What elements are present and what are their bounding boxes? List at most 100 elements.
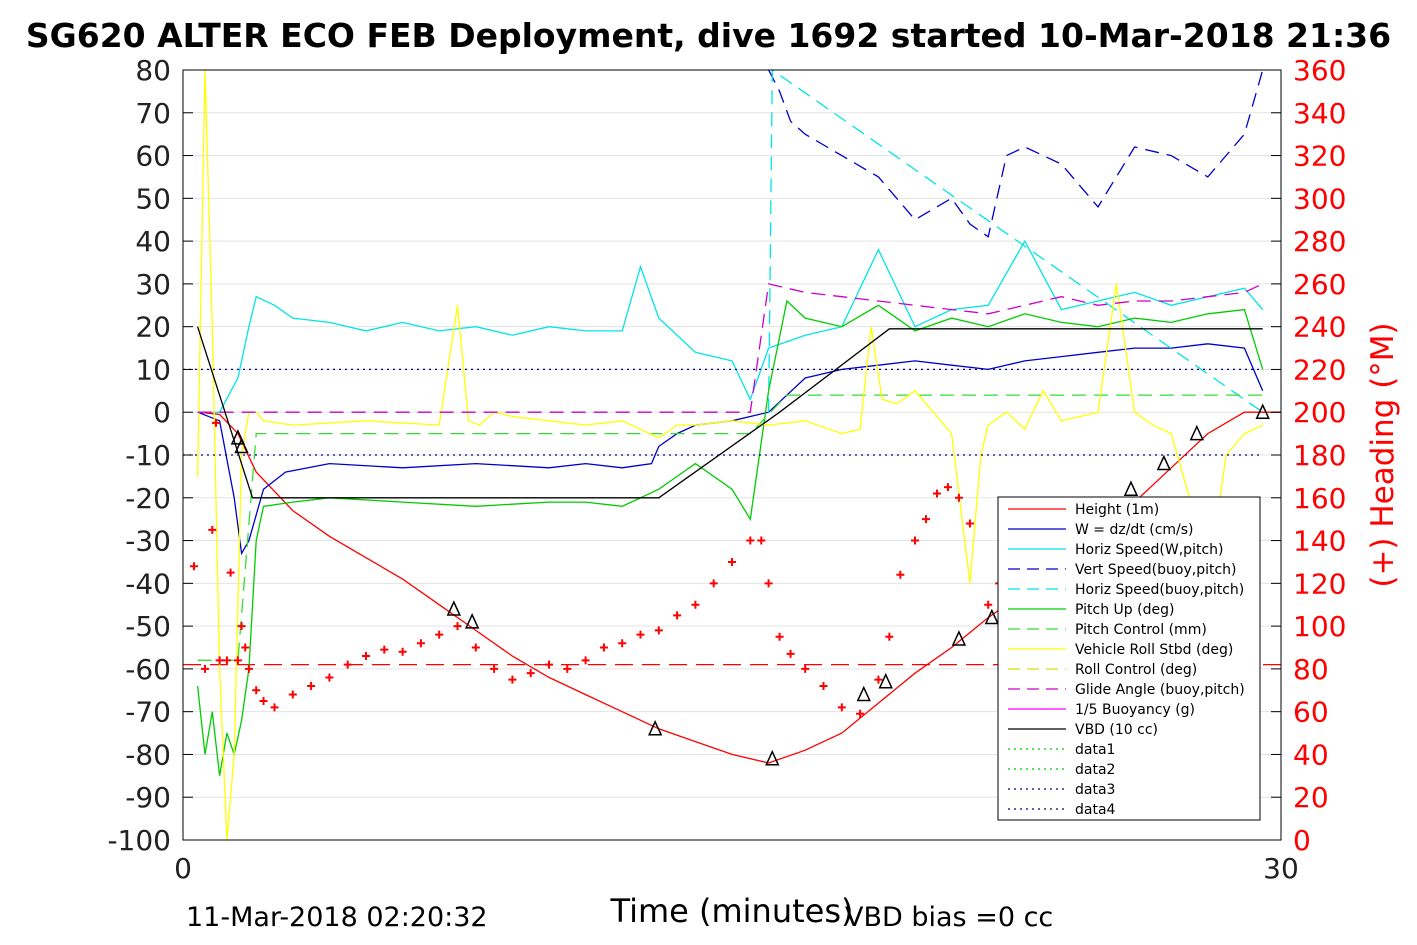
triangle-marker [1255,403,1270,419]
y-tick-label: -60 [125,653,171,686]
legend-label-8: Roll Control (deg) [1075,662,1197,678]
series-line-9 [197,283,1263,413]
heading-point [618,639,627,648]
heading-point [837,703,846,712]
y2-tick-label: 0 [1293,824,1311,857]
heading-point [921,515,930,524]
y2-tick-label: 280 [1293,225,1346,258]
heading-point [599,643,608,652]
footer-timestamp: 11-Mar-2018 02:20:32 [186,902,488,933]
series-line-6 [197,394,1263,661]
triangle-marker [1156,454,1172,471]
heading-point [757,536,766,545]
heading-point [911,536,919,545]
heading-point [270,703,279,712]
legend-label-14: data3 [1075,782,1115,798]
heading-point [545,660,553,669]
x-axis-label: Time (minutes) [610,892,854,930]
y-tick-label: 40 [135,225,171,258]
legend-label-12: data1 [1075,742,1115,758]
heading-point [416,639,425,648]
heading-point [764,579,773,588]
y-tick-label: -90 [125,781,171,814]
x-axis-ticks: 0 30 [174,830,1299,885]
heading-point [288,690,297,699]
heading-point [943,483,952,492]
heading-point [563,664,572,673]
y2-tick-label: 60 [1293,696,1329,729]
x-tick-label: 30 [1263,852,1299,885]
heading-point [211,418,220,427]
y-tick-label: 80 [135,54,171,87]
triangle-marker [765,749,780,766]
y-tick-label: -30 [125,525,171,558]
legend-label-7: Vehicle Roll Stbd (deg) [1075,642,1233,658]
heading-point [856,709,865,718]
heading-point [208,525,217,534]
heading-point [325,673,334,682]
heading-point [398,647,407,656]
legend: Height (1m) W = dz/dt (cm/s) Horiz Speed(W… [997,496,1261,821]
heading-point [215,656,224,665]
heading-point [244,664,253,673]
y-tick-label: -10 [125,439,171,472]
heading-point [222,656,231,665]
y-tick-label: -40 [125,567,171,600]
heading-point [673,611,682,620]
y2-tick-label: 100 [1293,610,1346,643]
y2-tick-label: 200 [1293,396,1346,429]
heading-point [965,519,974,528]
heading-point [343,660,352,669]
legend-box [997,496,1261,821]
heading-point [874,675,883,684]
legend-label-0: Height (1m) [1075,502,1159,518]
triangle-marker [234,437,249,454]
legend-label-2: Horiz Speed(W,pitch) [1075,542,1223,558]
y-tick-label: 0 [153,396,171,429]
heading-point [896,570,905,579]
legend-label-4: Horiz Speed(buoy,pitch) [1075,582,1244,598]
y-tick-label: -50 [125,610,171,643]
y-tick-label: 10 [135,353,171,386]
heading-point [728,557,736,566]
heading-point [932,489,941,498]
legend-label-6: Pitch Control (mm) [1075,622,1207,638]
y2-tick-label: 240 [1293,311,1346,344]
heading-point [984,600,993,609]
legend-label-10: 1/5 Buoyancy (g) [1075,702,1195,718]
triangle-marker [230,429,246,445]
triangle-marker [446,600,462,616]
right-axis-label: (+) Heading (°M) [1365,322,1401,587]
y-tick-label: 70 [135,97,171,130]
heading-point [237,622,246,631]
triangle-marker [878,672,893,689]
right-axis-ticks: 3603403203002802602402202001801601401201… [1271,54,1346,857]
heading-point [241,643,250,652]
heading-point [362,652,370,661]
heading-point [307,682,316,690]
heading-point [380,645,389,654]
heading-point [709,579,718,588]
triangle-marker [856,685,871,702]
heading-point [819,682,828,690]
y2-tick-label: 320 [1293,140,1346,173]
heading-point [226,568,235,577]
y2-tick-label: 160 [1293,482,1346,515]
y2-tick-label: 260 [1293,268,1346,301]
triangle-markers [230,403,1270,766]
legend-label-11: VBD (10 cc) [1075,722,1158,738]
series-line-2 [197,239,1264,413]
y2-tick-label: 80 [1293,653,1329,686]
y2-tick-label: 40 [1293,738,1329,771]
footer-vbd-bias: VBD bias =0 cc [845,902,1054,933]
legend-label-13: data2 [1075,762,1115,778]
heading-point [200,664,209,673]
heading-point [490,664,499,673]
triangle-marker [951,630,967,646]
legend-label-5: Pitch Up (deg) [1075,602,1174,618]
heading-point [233,656,242,665]
heading-point [259,696,268,705]
heading-point [508,675,517,684]
y-tick-label: -20 [125,482,171,515]
legend-label-1: W = dz/dt (cm/s) [1075,522,1194,538]
